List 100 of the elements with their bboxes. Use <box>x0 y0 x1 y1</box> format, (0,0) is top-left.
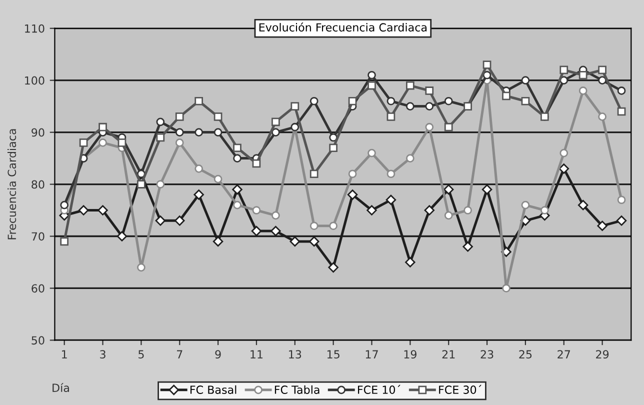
point <box>118 138 126 147</box>
point <box>598 112 606 121</box>
x-tick-label: 19 <box>404 350 416 359</box>
point <box>558 164 569 174</box>
point <box>617 86 626 95</box>
point <box>272 211 280 220</box>
point <box>406 154 414 162</box>
point <box>175 138 184 147</box>
y-tick-label: 50 <box>32 336 44 345</box>
point <box>98 138 107 147</box>
point <box>444 122 453 132</box>
point <box>270 226 281 236</box>
point <box>443 184 454 195</box>
point <box>233 144 242 152</box>
point <box>252 206 261 214</box>
x-tick-label: 21 <box>442 350 455 358</box>
point <box>598 66 606 74</box>
point <box>116 231 128 242</box>
point <box>444 211 453 220</box>
x-tick-label: 7 <box>177 350 182 358</box>
x-tick-label: 11 <box>250 350 263 358</box>
point <box>233 154 242 162</box>
point <box>233 200 242 210</box>
point <box>194 164 203 173</box>
point <box>310 222 318 230</box>
x-tick-label: 17 <box>366 350 378 358</box>
point <box>521 76 530 84</box>
point <box>60 200 69 210</box>
point <box>424 205 434 216</box>
point <box>521 96 530 106</box>
point <box>368 148 376 158</box>
point <box>616 216 627 226</box>
chart-title: Evolución Frecuencia Cardiaca <box>259 22 427 32</box>
point <box>386 194 396 205</box>
point <box>308 236 320 247</box>
point <box>502 92 510 100</box>
point <box>560 66 568 74</box>
x-tick-label: 29 <box>596 350 609 359</box>
point <box>578 86 588 95</box>
point <box>347 190 358 200</box>
point <box>386 170 396 178</box>
point <box>290 236 300 247</box>
y-tick-label: 70 <box>32 232 44 241</box>
point <box>156 133 165 142</box>
point <box>194 96 203 106</box>
x-tick-label: 5 <box>138 350 144 359</box>
point <box>79 138 88 147</box>
point <box>425 122 434 132</box>
point <box>560 76 568 84</box>
point <box>252 159 261 168</box>
point <box>214 174 222 184</box>
point <box>98 205 108 216</box>
x-tick-label: 3 <box>100 350 106 359</box>
point <box>368 81 376 90</box>
y-tick-label: 110 <box>25 24 44 33</box>
point <box>482 184 492 195</box>
point <box>462 242 473 252</box>
x-tick-label: 15 <box>327 350 340 359</box>
point <box>175 128 184 136</box>
point <box>366 205 377 216</box>
legend-label: FCE 30´ <box>439 384 482 394</box>
point <box>598 76 606 84</box>
point <box>310 170 318 178</box>
point <box>212 236 224 247</box>
point <box>560 148 568 158</box>
point <box>329 222 338 230</box>
x-tick-label: 13 <box>289 350 302 359</box>
point <box>214 128 222 136</box>
point <box>386 96 396 106</box>
point <box>617 196 626 204</box>
point <box>194 128 203 136</box>
y-axis-title: Frecuencia Cardiaca <box>8 129 16 240</box>
x-axis-title: Día <box>52 382 69 392</box>
point <box>406 81 414 90</box>
x-tick-label: 9 <box>215 350 221 359</box>
point <box>156 118 165 126</box>
point <box>482 70 492 80</box>
point <box>425 102 434 110</box>
point <box>174 216 185 226</box>
point <box>328 262 338 273</box>
point <box>597 220 608 231</box>
x-tick-label: 1 <box>62 350 67 358</box>
point <box>406 102 414 110</box>
point <box>232 184 242 195</box>
point <box>272 128 280 136</box>
point <box>540 206 549 214</box>
point <box>60 237 69 246</box>
point <box>78 205 89 216</box>
point <box>137 263 146 272</box>
y-tick-label: 100 <box>25 76 44 85</box>
point <box>310 96 318 106</box>
point <box>214 112 222 121</box>
point <box>155 216 166 226</box>
point <box>290 102 300 110</box>
point <box>578 200 588 210</box>
legend-label: FCE 10´ <box>358 384 400 394</box>
point <box>386 112 396 121</box>
y-tick-label: 80 <box>32 180 44 189</box>
point <box>156 180 165 188</box>
point <box>194 190 204 200</box>
